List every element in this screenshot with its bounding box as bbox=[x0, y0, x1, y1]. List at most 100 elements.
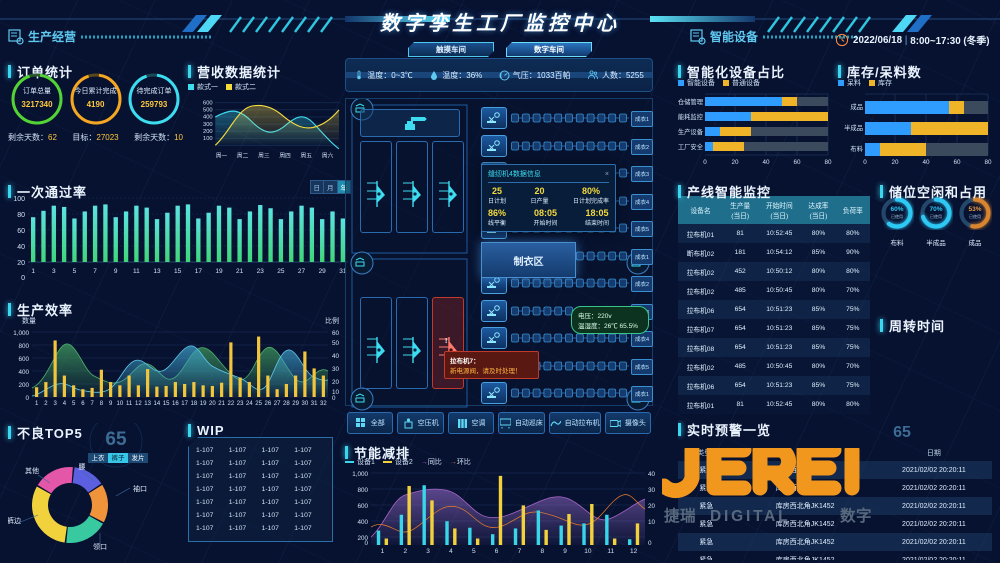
svg-text:领口: 领口 bbox=[93, 542, 107, 551]
svg-text:60%: 60% bbox=[890, 206, 903, 213]
svg-text:数字: 数字 bbox=[840, 506, 872, 525]
svg-text:5: 5 bbox=[472, 548, 476, 555]
svg-text:周一: 周一 bbox=[216, 153, 228, 160]
svg-text:3: 3 bbox=[52, 268, 56, 275]
svg-text:已使用: 已使用 bbox=[969, 213, 981, 219]
svg-text:已使用: 已使用 bbox=[891, 213, 903, 219]
svg-text:6: 6 bbox=[495, 548, 499, 555]
svg-text:600: 600 bbox=[203, 101, 213, 107]
svg-text:19: 19 bbox=[200, 401, 207, 407]
svg-text:20: 20 bbox=[332, 379, 340, 386]
svg-text:18: 18 bbox=[191, 401, 198, 407]
svg-text:21: 21 bbox=[236, 268, 244, 275]
svg-text:9: 9 bbox=[109, 401, 113, 407]
svg-text:成品: 成品 bbox=[850, 102, 863, 111]
svg-text:周五: 周五 bbox=[301, 153, 313, 160]
svg-text:17: 17 bbox=[181, 401, 188, 407]
svg-text:400: 400 bbox=[18, 369, 29, 376]
svg-text:600: 600 bbox=[18, 356, 29, 363]
svg-text:1,000: 1,000 bbox=[352, 471, 368, 478]
svg-text:400: 400 bbox=[203, 115, 213, 121]
svg-text:周四: 周四 bbox=[279, 153, 291, 160]
svg-text:800: 800 bbox=[18, 343, 29, 350]
svg-text:14: 14 bbox=[154, 401, 161, 407]
svg-text:8: 8 bbox=[540, 548, 544, 555]
svg-text:7: 7 bbox=[90, 401, 94, 407]
svg-text:3: 3 bbox=[53, 401, 57, 407]
svg-text:12: 12 bbox=[630, 548, 638, 555]
svg-text:60: 60 bbox=[17, 228, 25, 235]
svg-text:20: 20 bbox=[648, 503, 656, 510]
svg-text:10: 10 bbox=[117, 401, 124, 407]
svg-text:0: 0 bbox=[332, 395, 336, 402]
svg-text:400: 400 bbox=[357, 519, 368, 526]
svg-text:周三: 周三 bbox=[258, 153, 270, 160]
svg-text:11: 11 bbox=[607, 548, 614, 555]
svg-text:31: 31 bbox=[311, 401, 318, 407]
svg-text:60: 60 bbox=[332, 330, 340, 337]
svg-text:22: 22 bbox=[228, 401, 235, 407]
svg-text:80: 80 bbox=[824, 159, 832, 166]
svg-text:上衣: 上衣 bbox=[92, 453, 106, 462]
svg-text:7: 7 bbox=[93, 268, 97, 275]
svg-text:19: 19 bbox=[215, 268, 223, 275]
svg-text:80: 80 bbox=[984, 159, 992, 166]
svg-text:10: 10 bbox=[648, 519, 656, 526]
svg-text:28: 28 bbox=[283, 401, 290, 407]
svg-text:53%: 53% bbox=[968, 206, 981, 213]
svg-text:11: 11 bbox=[133, 268, 140, 275]
svg-text:30: 30 bbox=[648, 487, 656, 494]
svg-text:70%: 70% bbox=[929, 206, 942, 213]
svg-text:27: 27 bbox=[274, 401, 281, 407]
svg-text:20: 20 bbox=[891, 159, 899, 166]
svg-text:16: 16 bbox=[172, 401, 179, 407]
svg-text:8: 8 bbox=[100, 401, 104, 407]
svg-text:25: 25 bbox=[255, 401, 262, 407]
svg-text:80: 80 bbox=[17, 212, 25, 219]
svg-text:300: 300 bbox=[203, 122, 213, 128]
svg-text:200: 200 bbox=[18, 382, 29, 389]
svg-text:0: 0 bbox=[25, 395, 29, 402]
svg-text:13: 13 bbox=[144, 401, 151, 407]
svg-text:65: 65 bbox=[893, 424, 911, 441]
svg-text:DIGITAL: DIGITAL bbox=[710, 508, 790, 525]
svg-text:仓储管理: 仓储管理 bbox=[678, 97, 704, 106]
svg-text:40: 40 bbox=[922, 159, 930, 166]
svg-text:半成品: 半成品 bbox=[844, 123, 863, 132]
svg-text:0: 0 bbox=[364, 540, 368, 547]
svg-text:20: 20 bbox=[17, 260, 25, 267]
svg-text:1,000: 1,000 bbox=[13, 330, 29, 337]
svg-text:500: 500 bbox=[203, 108, 213, 114]
svg-text:2: 2 bbox=[403, 548, 407, 555]
svg-text:能耗监控: 能耗监控 bbox=[678, 112, 704, 121]
svg-text:21: 21 bbox=[218, 401, 225, 407]
svg-text:13: 13 bbox=[153, 268, 161, 275]
svg-text:10: 10 bbox=[584, 548, 592, 555]
svg-text:12: 12 bbox=[135, 401, 142, 407]
svg-text:25: 25 bbox=[277, 268, 285, 275]
svg-text:200: 200 bbox=[203, 129, 213, 135]
svg-text:周六: 周六 bbox=[322, 152, 334, 160]
svg-text:3: 3 bbox=[426, 548, 430, 555]
svg-text:100: 100 bbox=[203, 136, 213, 142]
svg-text:24: 24 bbox=[246, 401, 253, 407]
svg-text:裤边: 裤边 bbox=[8, 516, 21, 525]
svg-text:65: 65 bbox=[105, 429, 127, 450]
svg-text:27: 27 bbox=[298, 268, 306, 275]
svg-text:4: 4 bbox=[449, 548, 453, 555]
svg-text:7: 7 bbox=[518, 548, 522, 555]
svg-text:20: 20 bbox=[731, 159, 739, 166]
svg-text:26: 26 bbox=[265, 401, 272, 407]
svg-text:40: 40 bbox=[332, 353, 340, 360]
svg-text:9: 9 bbox=[114, 268, 118, 275]
svg-text:周二: 周二 bbox=[237, 153, 249, 160]
svg-text:30: 30 bbox=[302, 401, 309, 407]
svg-text:60: 60 bbox=[793, 159, 801, 166]
svg-text:9: 9 bbox=[563, 548, 567, 555]
svg-text:0: 0 bbox=[21, 275, 25, 282]
svg-text:腰: 腰 bbox=[79, 463, 86, 471]
svg-text:50: 50 bbox=[332, 340, 340, 347]
svg-text:15: 15 bbox=[163, 401, 170, 407]
svg-text:工厂安全: 工厂安全 bbox=[678, 142, 704, 151]
svg-text:800: 800 bbox=[357, 487, 368, 494]
